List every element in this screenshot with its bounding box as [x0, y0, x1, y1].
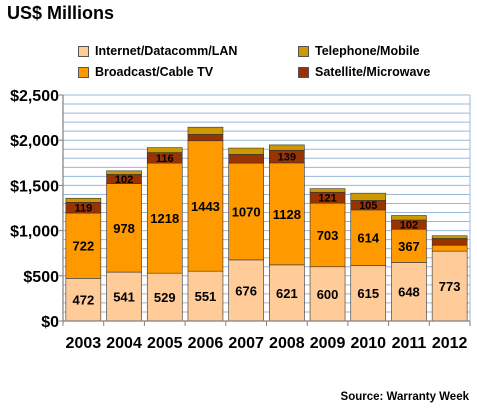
data-label: 600	[317, 287, 339, 302]
x-tick-label: 2007	[228, 335, 264, 352]
legend-swatch-satellite	[298, 66, 309, 78]
data-label: 1070	[232, 205, 261, 220]
data-label: 978	[113, 221, 135, 236]
x-tick-label: 2005	[147, 335, 183, 352]
data-label: 614	[357, 231, 379, 246]
data-label: 121	[318, 193, 336, 205]
data-label: 1443	[191, 199, 220, 214]
y-tick-label: $2,500	[10, 88, 59, 105]
data-label: 703	[317, 228, 339, 243]
bar-segment	[431, 244, 468, 252]
bar-segment	[350, 192, 387, 201]
data-label: 1218	[150, 211, 179, 226]
data-label: 722	[72, 239, 94, 254]
legend-item-internet: Internet/Datacomm/LAN	[78, 44, 298, 58]
data-label: 615	[357, 286, 379, 301]
data-label: 105	[359, 200, 377, 212]
bar-segment	[65, 212, 102, 279]
bar-segment	[106, 170, 142, 175]
data-label: 367	[398, 239, 420, 254]
x-tick-label: 2008	[269, 335, 305, 352]
bar-segment	[65, 197, 102, 203]
y-tick-label: $1,000	[10, 224, 59, 241]
bar-segment	[391, 215, 427, 221]
legend-swatch-internet	[78, 45, 89, 57]
legend-swatch-broadcast	[78, 66, 89, 78]
source-note: Source: Warranty Week	[340, 391, 469, 403]
bar-segment	[269, 162, 305, 266]
data-label: 119	[74, 203, 92, 215]
bar-segment	[269, 144, 305, 151]
bar-segment	[309, 202, 346, 268]
y-tick-label: $1,500	[10, 178, 59, 195]
legend-label-internet: Internet/Datacomm/LAN	[95, 44, 238, 58]
legend-item-satellite: Satellite/Microwave	[298, 65, 468, 79]
data-label: 648	[398, 285, 420, 300]
y-tick-label: $500	[23, 269, 59, 286]
y-tick-label: $0	[41, 314, 59, 331]
x-tick-label: 2003	[66, 335, 102, 352]
bar-segment	[187, 140, 224, 272]
legend: Internet/Datacomm/LAN Telephone/Mobile B…	[78, 44, 468, 79]
bar-segment	[146, 272, 183, 322]
bar-segment	[146, 162, 183, 274]
bar-segment	[228, 154, 264, 164]
bar-segment	[309, 266, 346, 322]
legend-label-telephone: Telephone/Mobile	[315, 44, 420, 58]
x-tick-label: 2012	[432, 335, 468, 352]
bar-segment	[187, 134, 224, 142]
data-label: 1128	[273, 207, 301, 222]
data-label: 472	[72, 293, 94, 308]
legend-item-telephone: Telephone/Mobile	[298, 44, 468, 58]
bar-segment	[146, 147, 183, 153]
data-label: 621	[276, 286, 298, 301]
data-label: 529	[154, 290, 176, 305]
bar-segment	[431, 238, 468, 246]
bar-segment	[106, 271, 142, 322]
data-label: 102	[400, 220, 418, 232]
legend-item-broadcast: Broadcast/Cable TV	[78, 65, 298, 79]
bar-segment	[431, 235, 468, 239]
legend-swatch-telephone	[298, 45, 309, 57]
bar-segment	[309, 188, 346, 193]
data-label: 139	[278, 152, 296, 164]
data-label: 551	[195, 289, 217, 304]
bar-segment	[269, 264, 305, 322]
data-label: 102	[115, 174, 133, 186]
bar-segment	[187, 126, 224, 135]
legend-label-broadcast: Broadcast/Cable TV	[95, 65, 214, 79]
legend-label-satellite: Satellite/Microwave	[315, 65, 431, 79]
bar-segment	[187, 270, 224, 322]
data-label: 676	[235, 283, 257, 298]
data-label: 773	[439, 279, 461, 294]
x-tick-label: 2010	[350, 335, 386, 352]
x-tick-label: 2004	[106, 335, 142, 352]
chart-title: US$ Millions	[7, 3, 115, 23]
x-tick-label: 2006	[188, 335, 224, 352]
bar-segment	[228, 259, 264, 322]
data-label: 116	[156, 153, 174, 165]
y-tick-label: $2,000	[10, 133, 59, 150]
bar-segment	[228, 162, 264, 261]
x-tick-label: 2009	[310, 335, 346, 352]
bar-segment	[65, 278, 102, 322]
bar-segment	[431, 250, 468, 322]
x-tick-label: 2011	[392, 335, 427, 352]
bar-segment	[228, 147, 264, 155]
bar-segment	[350, 209, 387, 266]
data-label: 541	[113, 290, 135, 305]
bar-segment	[106, 183, 142, 273]
